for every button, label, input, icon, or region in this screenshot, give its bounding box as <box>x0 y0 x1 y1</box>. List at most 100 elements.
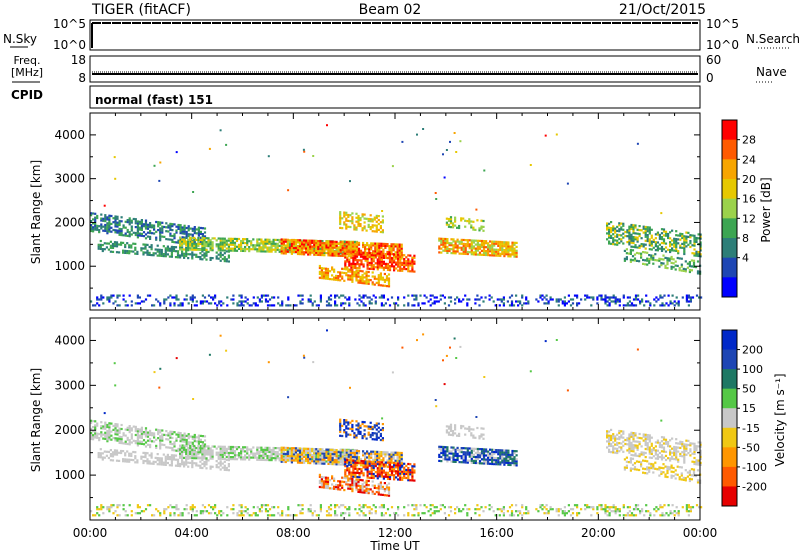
echo-cell <box>258 244 260 246</box>
echo-cell <box>366 484 368 486</box>
echo-cell <box>108 434 110 436</box>
echo-cell <box>371 473 373 475</box>
echo-cell <box>632 230 634 232</box>
echo-cell <box>141 437 143 439</box>
echo-cell <box>373 260 375 262</box>
echo-cell <box>365 254 367 256</box>
echo-cell <box>228 456 230 458</box>
echo-cell <box>120 242 122 244</box>
echo-cell <box>560 298 562 300</box>
echo-cell <box>686 296 688 298</box>
echo-cell <box>483 246 485 248</box>
echo-cell <box>649 240 651 242</box>
echo-cell <box>440 238 442 240</box>
echo-cell <box>397 266 399 268</box>
echo-cell <box>395 267 397 269</box>
echo-cell <box>193 445 195 447</box>
echo-cell <box>188 227 190 229</box>
echo-cell <box>104 230 106 232</box>
echo-cell <box>125 300 127 302</box>
echo-cell <box>108 457 110 459</box>
echo-cell <box>187 243 189 245</box>
echo-cell <box>489 240 491 242</box>
echo-cell <box>393 454 395 456</box>
echo-cell <box>358 468 360 470</box>
echo-cell <box>462 298 464 300</box>
echo-cell <box>403 258 405 260</box>
echo-cell <box>234 452 236 454</box>
echo-cell <box>173 458 175 460</box>
echo-cell <box>358 267 360 269</box>
echo-cell <box>370 228 372 230</box>
echo-cell <box>339 429 341 431</box>
echo-cell <box>203 241 205 243</box>
echo-cell <box>357 485 359 487</box>
echo-cell <box>366 480 368 482</box>
echo-cell <box>348 469 350 471</box>
echo-cell <box>690 296 692 298</box>
echo-cell <box>299 239 301 241</box>
echo-cell <box>344 252 346 254</box>
echo-cell <box>181 244 183 246</box>
echo-cell <box>483 244 485 246</box>
echo-cell <box>354 298 356 300</box>
echo-cell <box>118 460 120 462</box>
echo-cell <box>385 472 387 474</box>
echo-cell <box>293 453 295 455</box>
echo-cell <box>556 298 558 300</box>
echo-cell <box>175 450 177 452</box>
echo-cell <box>135 222 137 224</box>
echo-cell <box>291 459 293 461</box>
echo-cell <box>353 480 355 482</box>
echo-cell <box>183 253 185 255</box>
echo-cell <box>173 235 175 237</box>
echo-cell <box>149 232 151 234</box>
echo-cell <box>695 237 697 239</box>
echo-cell <box>446 218 448 220</box>
echo-cell <box>511 246 513 248</box>
echo-cell <box>165 298 167 300</box>
echo-cell <box>452 222 454 224</box>
echo-cell <box>163 298 165 300</box>
echo-cell <box>131 222 133 224</box>
echo-cell <box>289 304 291 306</box>
echo-cell <box>210 466 212 468</box>
echo-cell <box>96 215 98 217</box>
echo-cell <box>444 248 446 250</box>
echo-cell <box>364 248 366 250</box>
echo-cell <box>323 275 325 277</box>
echo-cell <box>142 247 144 249</box>
echo-cell <box>353 482 355 484</box>
echo-cell <box>145 435 147 437</box>
echo-cell <box>147 226 149 228</box>
echo-cell <box>371 262 373 264</box>
echo-cell <box>493 245 495 247</box>
echo-cell <box>131 229 133 231</box>
echo-cell <box>411 469 413 471</box>
echo-cell <box>261 300 263 302</box>
echo-cell <box>693 260 695 262</box>
echo-cell <box>397 464 399 466</box>
echo-cell <box>262 242 264 244</box>
echo-cell <box>349 486 351 488</box>
echo-cell <box>281 461 283 463</box>
echo-cell <box>344 302 346 304</box>
echo-cell <box>407 254 409 256</box>
echo-cell <box>179 256 181 258</box>
echo-cell <box>454 225 456 227</box>
echo-cell <box>637 233 639 235</box>
echo-cell <box>450 220 452 222</box>
echo-cell <box>161 253 163 255</box>
echo-cell <box>403 268 405 270</box>
echo-cell <box>387 472 389 474</box>
echo-cell <box>121 234 123 236</box>
echo-cell <box>171 248 173 250</box>
echo-cell <box>144 248 146 250</box>
echo-cell <box>634 232 636 234</box>
echo-cell <box>463 247 465 249</box>
echo-cell <box>455 151 457 153</box>
echo-cell <box>509 255 511 257</box>
echo-cell <box>175 230 177 232</box>
echo-cell <box>179 242 181 244</box>
echo-cell <box>173 302 175 304</box>
